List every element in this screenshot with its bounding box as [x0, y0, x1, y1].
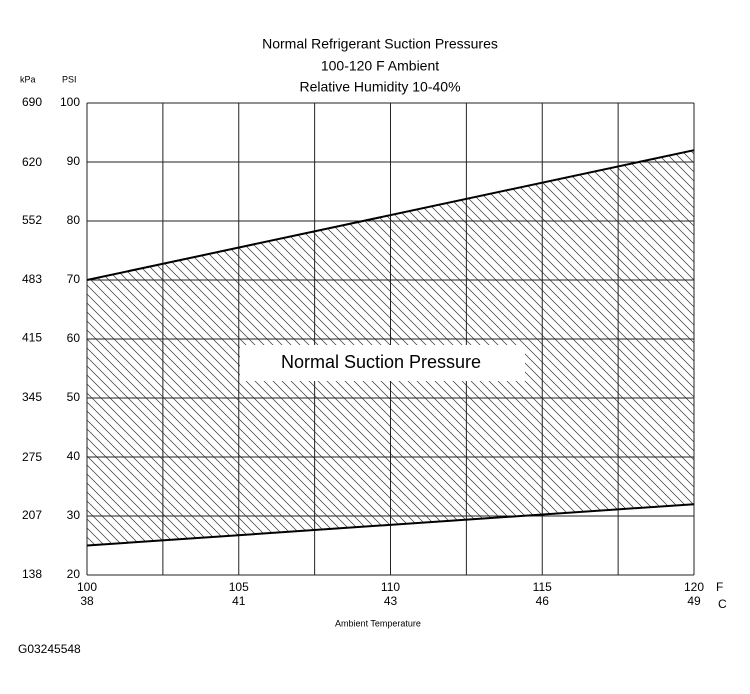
x-tick-label: 120: [684, 580, 704, 594]
x2-tick-label: 43: [384, 594, 398, 608]
y2-unit: kPa: [20, 74, 36, 84]
x2-unit: C: [718, 597, 727, 611]
y2-tick-label: 345: [22, 390, 42, 404]
x-tick-label: 100: [77, 580, 97, 594]
x-tick-label: 110: [381, 580, 400, 594]
y-tick-label: 30: [67, 508, 81, 522]
y2-tick-label: 207: [22, 508, 42, 522]
y2-tick-label: 552: [22, 213, 42, 227]
y2-tick-label: 415: [22, 330, 42, 344]
x-tick-label: 115: [533, 580, 552, 594]
y-tick-label: 70: [67, 272, 81, 286]
annotation: Normal Suction Pressure: [281, 352, 481, 372]
x2-tick-label: 41: [232, 594, 246, 608]
y2-tick-label: 483: [22, 272, 42, 286]
annotation-box: [240, 345, 525, 381]
y2-tick-label: 138: [22, 567, 42, 581]
y-tick-label: 60: [67, 331, 81, 345]
y-tick-label: 50: [67, 390, 81, 404]
y-tick-label: 100: [60, 95, 80, 109]
y-tick-label: 90: [67, 154, 81, 168]
figure-id: G03245548: [18, 642, 81, 656]
y2-tick-label: 620: [22, 155, 42, 169]
x-unit: F: [716, 580, 723, 594]
y2-tick-label: 275: [22, 450, 42, 464]
x-axis-title: Ambient Temperature: [335, 618, 421, 628]
y-tick-label: 20: [67, 567, 81, 581]
chart-subtitle: 100-120 F Ambient: [321, 58, 439, 74]
y-tick-label: 80: [67, 213, 81, 227]
x2-tick-label: 38: [80, 594, 94, 608]
x2-tick-label: 49: [687, 594, 701, 608]
chart-subtitle: Relative Humidity 10-40%: [299, 79, 460, 95]
boundary-line: [86, 149, 695, 281]
y-unit: PSI: [62, 74, 77, 84]
y-tick-label: 40: [67, 449, 81, 463]
x-tick-label: 105: [229, 580, 249, 594]
y2-tick-label: 690: [22, 95, 42, 109]
boundary-line: [86, 503, 695, 547]
x2-tick-label: 46: [536, 594, 550, 608]
chart-title: Normal Refrigerant Suction Pressures: [262, 36, 498, 52]
